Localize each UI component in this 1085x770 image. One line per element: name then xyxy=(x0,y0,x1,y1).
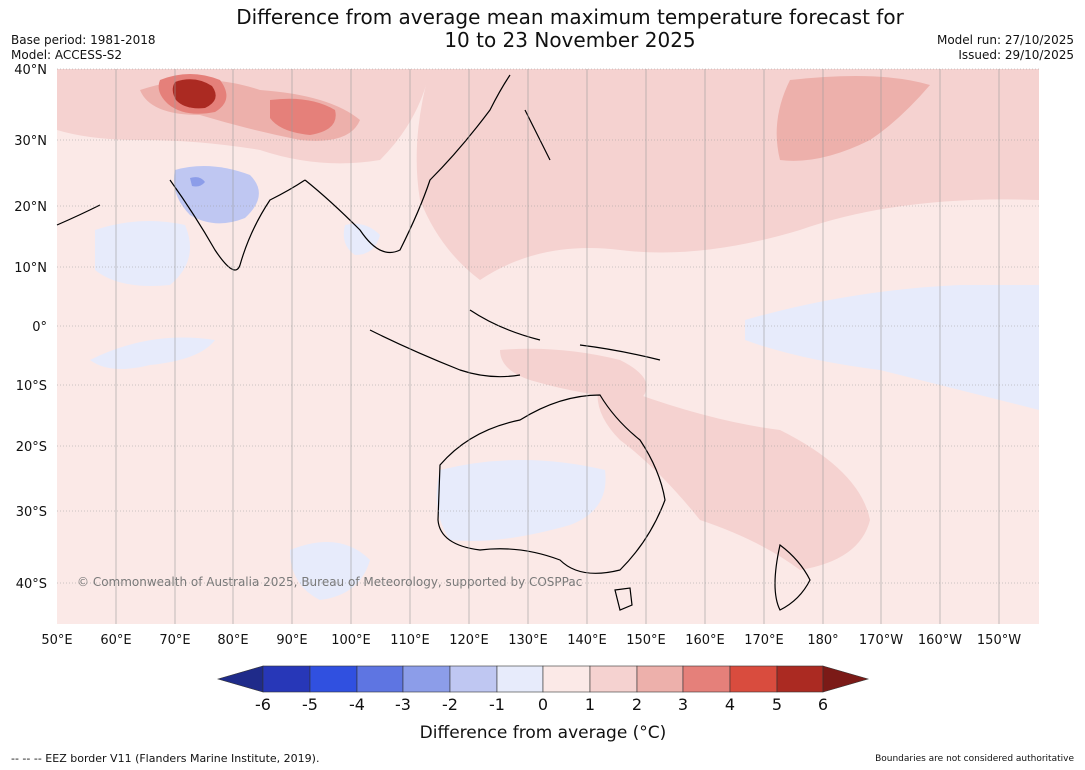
coastline-japan xyxy=(524,109,551,161)
coastline-australia xyxy=(437,394,666,574)
colorbar-tick: -4 xyxy=(349,695,365,714)
cool-region-indian-ocean xyxy=(90,337,215,369)
colorbar-label: Difference from average (°C) xyxy=(420,723,667,743)
lon-label: 150°E xyxy=(626,633,666,648)
lon-label: 140°E xyxy=(567,633,607,648)
coastline-maritime-continent xyxy=(369,309,661,378)
meridians xyxy=(115,69,1000,624)
colorbar-tick: 1 xyxy=(585,695,595,714)
title-line-1: Difference from average mean maximum tem… xyxy=(236,5,904,29)
lat-labels: 40°N 30°N 20°N 10°N 0° 10°S 20°S 30°S 40… xyxy=(14,63,47,592)
lon-label: 110°E xyxy=(390,633,430,648)
colorbar-tick: -5 xyxy=(302,695,318,714)
colorbar-bin xyxy=(682,665,731,693)
lon-label: 170°E xyxy=(744,633,784,648)
colorbar-tick: 5 xyxy=(772,695,782,714)
colorbar-tick: -2 xyxy=(442,695,458,714)
colorbar-bin xyxy=(496,665,544,693)
warm-region-tarim xyxy=(270,98,336,135)
base-period: Base period: 1981-2018 xyxy=(11,33,156,47)
colorbar-tick: -6 xyxy=(255,695,271,714)
colorbar-tick: -1 xyxy=(489,695,505,714)
colorbar-bin xyxy=(402,665,451,693)
lon-labels: 50°E 60°E 70°E 80°E 90°E 100°E 110°E 120… xyxy=(41,633,1021,648)
cool-region-south-indian xyxy=(290,542,370,600)
colorbar-bin xyxy=(776,665,824,693)
lon-label: 100°E xyxy=(331,633,371,648)
colorbar-bin xyxy=(589,665,638,693)
boundaries-note: Boundaries are not considered authoritat… xyxy=(875,754,1074,764)
lon-label: 50°E xyxy=(41,633,72,648)
colorbar-bins xyxy=(262,665,824,693)
coastlines xyxy=(56,74,811,611)
cool-shading xyxy=(90,166,1039,600)
lon-label: 150°W xyxy=(977,633,1021,648)
lat-label: 30°N xyxy=(14,134,47,149)
colorbar-tick: 4 xyxy=(725,695,735,714)
lat-label: 30°S xyxy=(16,505,47,520)
lon-label: 160°E xyxy=(685,633,725,648)
model-run: Model run: 27/10/2025 xyxy=(936,33,1074,47)
coastline-asia-east xyxy=(304,74,511,254)
lat-label: 20°N xyxy=(14,200,47,215)
lat-label: 10°S xyxy=(16,379,47,394)
warm-region-northwest-pacific-strong xyxy=(776,76,930,161)
cool-region-arabian-sea xyxy=(95,221,190,286)
colorbar-bin xyxy=(356,665,404,693)
copyright-watermark: © Commonwealth of Australia 2025, Bureau… xyxy=(77,575,582,589)
cool-region-bay-of-bengal xyxy=(343,223,380,255)
lon-label: 180° xyxy=(807,633,838,648)
warm-region-new-guinea xyxy=(500,348,647,400)
lon-label: 130°E xyxy=(508,633,548,648)
lon-label: 170°W xyxy=(859,633,903,648)
coastline-india xyxy=(169,179,306,271)
colorbar-bin xyxy=(262,665,311,693)
cool-region-india-core xyxy=(190,177,205,187)
colorbar-ticks: -6 -5 -4 -3 -2 -1 0 1 2 3 4 5 6 xyxy=(255,695,828,714)
cool-region-australia xyxy=(436,460,606,541)
model-name: Model: ACCESS-S2 xyxy=(11,48,123,62)
warm-region-himalaya-peak xyxy=(172,79,216,109)
map-panel: 40°N 30°N 20°N 10°N 0° 10°S 20°S 30°S 40… xyxy=(14,63,1040,648)
cool-region-equatorial-pacific xyxy=(745,285,1039,410)
coastline-tasmania xyxy=(614,587,633,611)
lat-label: 0° xyxy=(32,320,47,335)
colorbar-tick: 6 xyxy=(818,695,828,714)
lon-label: 90°E xyxy=(276,633,307,648)
colorbar-tick: -3 xyxy=(395,695,411,714)
lon-label: 160°W xyxy=(918,633,962,648)
lat-label: 40°S xyxy=(16,577,47,592)
warm-region-west-pacific-band xyxy=(597,380,870,570)
coastline-arabia xyxy=(56,204,101,226)
colorbar: -6 -5 -4 -3 -2 -1 0 1 2 3 4 5 6 Differen… xyxy=(216,665,870,743)
colorbar-tick: 3 xyxy=(678,695,688,714)
lat-label: 40°N xyxy=(14,63,47,78)
colorbar-bin xyxy=(542,665,591,693)
colorbar-high-extend xyxy=(822,665,870,693)
title-line-2: 10 to 23 November 2025 xyxy=(444,28,696,52)
colorbar-bin xyxy=(309,665,358,693)
lon-label: 60°E xyxy=(100,633,131,648)
eez-legend: -- -- -- EEZ border V11 (Flanders Marine… xyxy=(11,752,320,765)
lat-label: 10°N xyxy=(14,261,47,276)
lon-label: 80°E xyxy=(217,633,248,648)
colorbar-tick: 2 xyxy=(632,695,642,714)
lon-label: 70°E xyxy=(159,633,190,648)
issued-date: Issued: 29/10/2025 xyxy=(958,48,1074,62)
colorbar-tick: 0 xyxy=(538,695,548,714)
lat-label: 20°S xyxy=(16,440,47,455)
lon-label: 120°E xyxy=(449,633,489,648)
coastline-new-zealand xyxy=(774,543,811,611)
colorbar-bin xyxy=(729,665,778,693)
colorbar-bin xyxy=(636,665,684,693)
colorbar-low-extend xyxy=(216,665,264,693)
colorbar-bin xyxy=(449,665,498,693)
